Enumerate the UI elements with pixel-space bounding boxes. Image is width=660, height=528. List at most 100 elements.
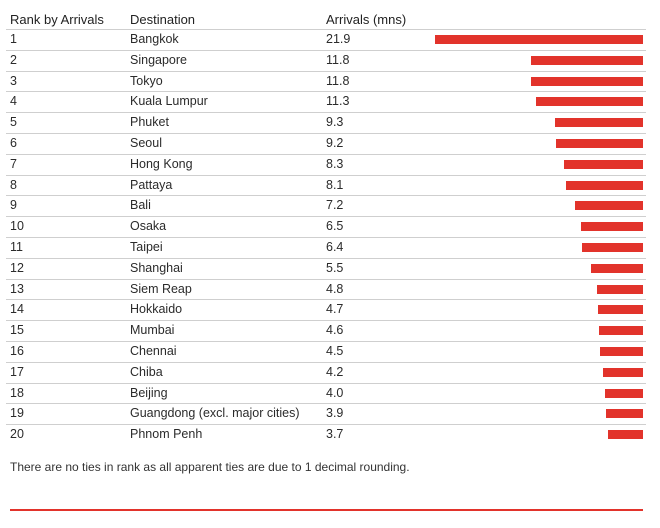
rank-label: 16 bbox=[10, 344, 24, 358]
table-row: 19 Guangdong (excl. major cities) 3.9 bbox=[6, 403, 646, 424]
arrivals-value: 6.5 bbox=[326, 219, 344, 234]
destination-label: Kuala Lumpur bbox=[130, 94, 208, 109]
destination-label: Pattaya bbox=[130, 177, 173, 192]
arrivals-bar bbox=[530, 76, 643, 86]
destination-label: Guangdong (excl. major cities) bbox=[130, 406, 300, 421]
table-row: 14 Hokkaido 4.7 bbox=[6, 299, 646, 320]
arrivals-bar bbox=[605, 409, 643, 419]
table-row: 7 Hong Kong 8.3 bbox=[6, 153, 646, 175]
arrivals-bar bbox=[600, 347, 643, 356]
arrivals-value: 6.4 bbox=[326, 240, 344, 254]
arrivals-bar bbox=[582, 243, 643, 252]
rank-label: 5 bbox=[10, 115, 17, 130]
table-row: 8 Pattaya 8.1 bbox=[6, 174, 646, 196]
rank-label: 17 bbox=[10, 364, 24, 379]
table-row: 2 Singapore 11.8 bbox=[6, 49, 646, 71]
arrivals-bar bbox=[590, 263, 643, 273]
arrivals-bar bbox=[598, 305, 643, 315]
arrivals-bar bbox=[597, 284, 643, 294]
rank-label: 11 bbox=[10, 240, 23, 254]
destination-label: Seoul bbox=[130, 136, 162, 150]
arrivals-value: 11.8 bbox=[326, 73, 350, 88]
table-row: 10 Osaka 6.5 bbox=[6, 216, 646, 237]
destination-label: Osaka bbox=[130, 219, 167, 234]
arrivals-bar bbox=[603, 367, 643, 377]
arrivals-bar bbox=[574, 201, 643, 211]
table-row: 18 Beijing 4.0 bbox=[6, 382, 646, 404]
destination-label: Chiba bbox=[130, 364, 163, 379]
table-row: 4 Kuala Lumpur 11.3 bbox=[6, 91, 646, 112]
rank-label: 15 bbox=[10, 323, 24, 338]
destination-label: Bali bbox=[130, 198, 151, 213]
rank-label: 4 bbox=[10, 94, 17, 109]
table-row: 5 Phuket 9.3 bbox=[6, 112, 646, 133]
rank-label: 19 bbox=[10, 406, 24, 421]
arrivals-bar bbox=[581, 222, 643, 232]
destination-label: Mumbai bbox=[130, 323, 175, 338]
destination-label: Chennai bbox=[130, 344, 177, 358]
arrivals-value: 9.2 bbox=[326, 136, 344, 150]
arrivals-bar bbox=[605, 388, 643, 398]
rank-label: 3 bbox=[10, 73, 17, 88]
arrivals-value: 3.7 bbox=[326, 427, 344, 442]
destination-header: Destination bbox=[130, 12, 196, 27]
table-row: 9 Bali 7.2 bbox=[6, 195, 646, 216]
table-row: 1 Bangkok 21.9 bbox=[6, 29, 646, 50]
arrivals-bar bbox=[555, 139, 643, 148]
destination-label: Singapore bbox=[130, 52, 187, 67]
destination-label: Taipei bbox=[130, 240, 163, 254]
rank-label: 2 bbox=[10, 52, 17, 67]
arrivals-value: 4.6 bbox=[326, 323, 344, 338]
arrivals-value: 21.9 bbox=[326, 32, 351, 46]
destination-label: Bangkok bbox=[130, 32, 179, 46]
rank-label: 14 bbox=[10, 302, 24, 317]
table-row: 12 Shanghai 5.5 bbox=[6, 257, 646, 279]
arrivals-header: Arrivals (mns) bbox=[326, 12, 407, 27]
footnote: There are no ties in rank as all apparen… bbox=[10, 460, 410, 474]
rank-label: 1 bbox=[10, 32, 17, 46]
rank-label: 8 bbox=[10, 177, 17, 192]
arrivals-bar bbox=[564, 159, 643, 169]
arrivals-value: 7.2 bbox=[326, 198, 344, 213]
rank-label: 20 bbox=[10, 427, 24, 442]
destination-label: Hokkaido bbox=[130, 302, 183, 317]
arrivals-bar bbox=[530, 55, 643, 65]
destination-label: Tokyo bbox=[130, 73, 163, 88]
rank-label: 13 bbox=[10, 281, 24, 296]
table-row: 15 Mumbai 4.6 bbox=[6, 320, 646, 341]
arrivals-value: 11.3 bbox=[326, 94, 350, 109]
rank-label: 18 bbox=[10, 385, 24, 400]
destination-label: Beijing bbox=[130, 385, 168, 400]
table-row: 17 Chiba 4.2 bbox=[6, 361, 646, 383]
arrivals-value: 3.9 bbox=[326, 406, 344, 421]
arrivals-value: 4.7 bbox=[326, 302, 344, 317]
arrivals-value: 4.5 bbox=[326, 344, 344, 358]
arrivals-value: 4.0 bbox=[326, 385, 344, 400]
arrivals-value: 4.8 bbox=[326, 281, 344, 296]
destination-label: Siem Reap bbox=[130, 281, 192, 296]
arrivals-bar bbox=[599, 326, 643, 336]
arrivals-bar bbox=[566, 180, 643, 190]
arrivals-value: 4.2 bbox=[326, 364, 344, 379]
rank-label: 7 bbox=[10, 156, 17, 171]
arrivals-value: 8.1 bbox=[326, 177, 344, 192]
arrivals-bar bbox=[554, 118, 643, 128]
arrivals-bar bbox=[607, 430, 643, 440]
destination-label: Phuket bbox=[130, 115, 169, 130]
destination-label: Hong Kong bbox=[130, 156, 193, 171]
table-row: 16 Chennai 4.5 bbox=[6, 341, 646, 362]
arrivals-value: 8.3 bbox=[326, 156, 344, 171]
destination-label: Shanghai bbox=[130, 260, 183, 275]
arrivals-value: 11.8 bbox=[326, 52, 350, 67]
rank-label: 6 bbox=[10, 136, 17, 150]
table-row: 3 Tokyo 11.8 bbox=[6, 70, 646, 92]
rank-label: 9 bbox=[10, 198, 17, 213]
table-row: 11 Taipei 6.4 bbox=[6, 237, 646, 258]
table-row: 6 Seoul 9.2 bbox=[6, 133, 646, 154]
arrivals-bar bbox=[535, 97, 643, 107]
rank-header: Rank by Arrivals bbox=[10, 12, 104, 27]
table-row: 20 Phnom Penh 3.7 bbox=[6, 424, 646, 445]
rank-label: 12 bbox=[10, 260, 24, 275]
destination-label: Phnom Penh bbox=[130, 427, 203, 442]
rank-label: 10 bbox=[10, 219, 24, 234]
